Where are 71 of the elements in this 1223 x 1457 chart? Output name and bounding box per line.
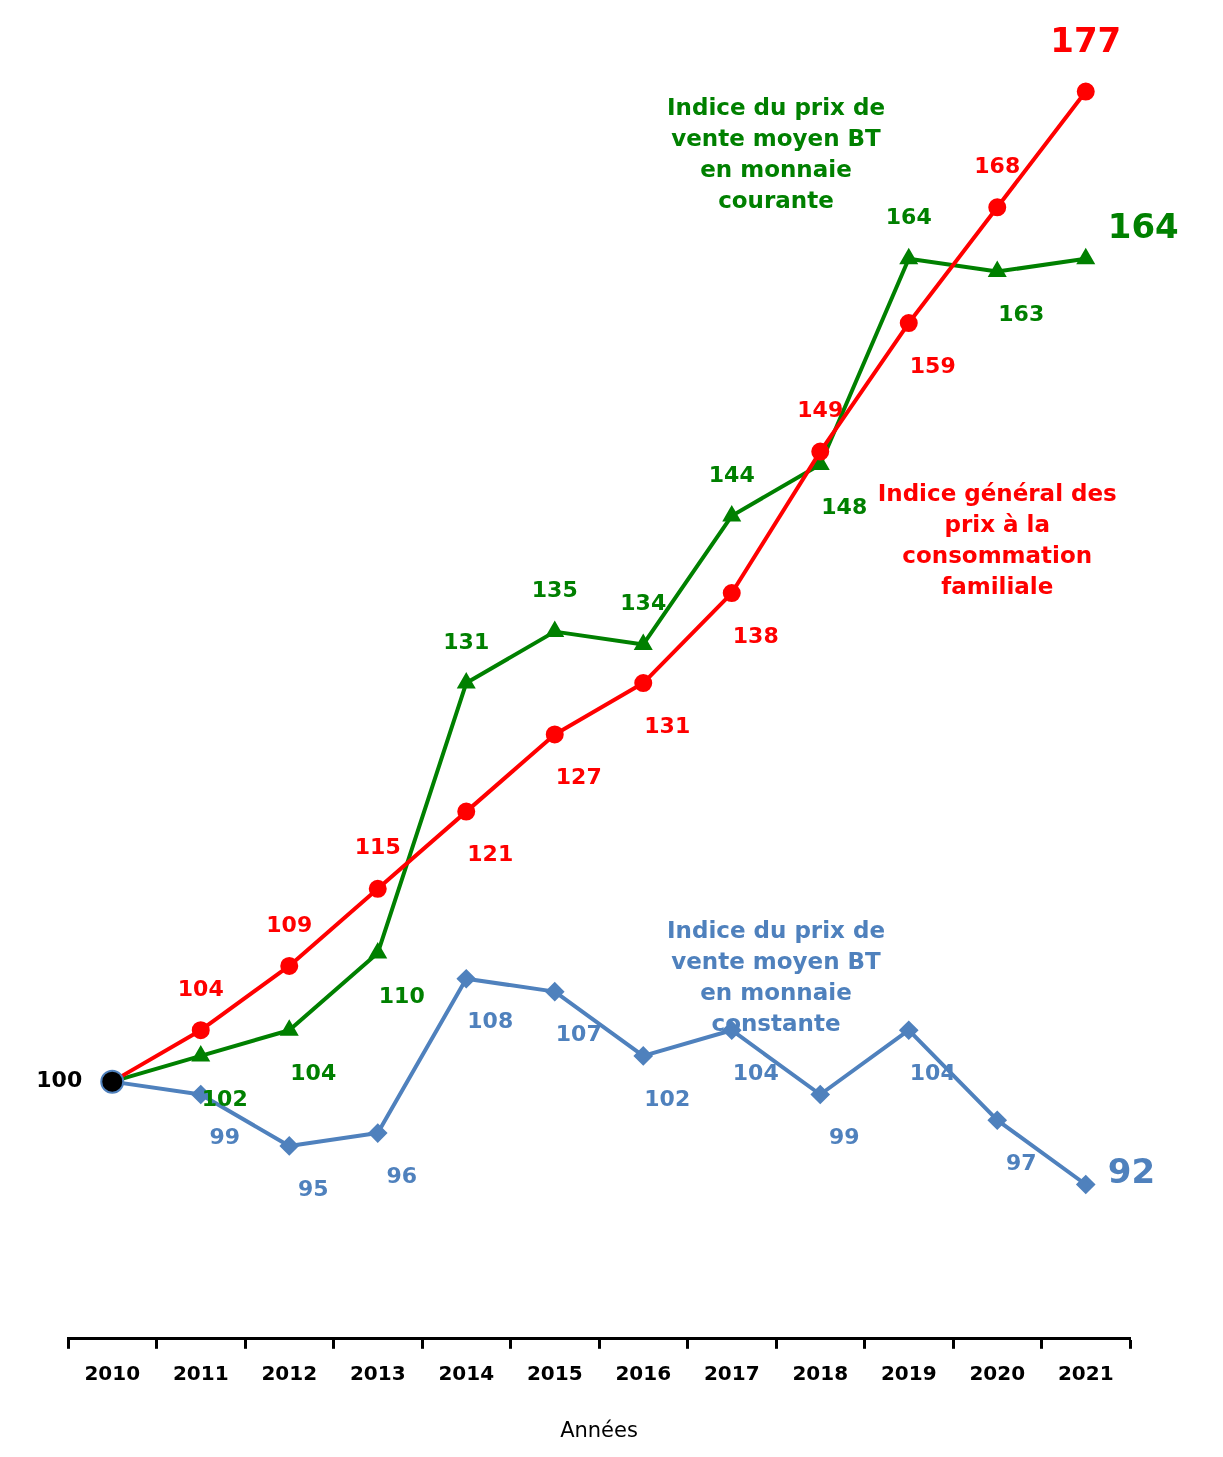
point [280,956,299,975]
point [191,1021,210,1040]
data-label: 99 [209,1124,241,1150]
data-label: 159 [909,352,956,378]
data-label: 135 [531,577,578,603]
x-tick-label: 2015 [526,1361,583,1385]
point [811,442,830,461]
point [723,506,740,522]
point [368,879,387,898]
point [458,674,475,689]
x-tick-label: 2012 [261,1361,318,1385]
x-tick-label: 2017 [703,1361,760,1385]
x-tick-label: 2011 [172,1361,229,1385]
point [545,982,564,1001]
data-label: 104 [177,975,224,1001]
data-label: 104 [290,1059,337,1085]
data-label: 107 [555,1021,602,1047]
data-label: 108 [467,1008,514,1034]
point [811,1085,830,1104]
point [546,620,565,638]
x-tick-label: 2020 [969,1361,1026,1385]
point [369,944,386,959]
data-label: 99 [828,1124,860,1150]
data-label: 138 [732,622,779,648]
x-tick-label: 2014 [438,1361,495,1385]
point [545,725,564,744]
point [1076,1175,1095,1194]
data-label: 92 [1107,1151,1156,1192]
point [281,1021,298,1036]
data-label: 115 [354,834,401,860]
point [368,1124,387,1143]
data-label: 110 [378,982,425,1008]
point [899,1021,918,1040]
x-tick-label: 2010 [84,1361,141,1385]
data-label: 95 [297,1175,329,1201]
x-tick-label: 2019 [880,1361,937,1385]
data-label: 96 [386,1162,418,1188]
x-tick-label: 2013 [349,1361,406,1385]
data-label: 149 [797,397,844,423]
data-label: 109 [266,911,313,937]
point [634,1046,653,1065]
point [635,635,652,650]
point [722,584,741,603]
point [634,674,653,693]
data-label: 131 [443,628,490,654]
data-label: 144 [708,461,755,487]
text: Indice général des prix à la consommation familiale [877,480,1117,600]
point [457,802,476,821]
data-label: 148 [821,494,868,520]
x-tick-label: 2021 [1057,1361,1114,1385]
data-label: 134 [620,590,667,616]
point [192,1046,209,1062]
data-label: 168 [974,153,1021,179]
data-label: 163 [998,301,1045,327]
x-tick-label: 2016 [615,1361,672,1385]
point [280,1136,299,1155]
data-label: 100 [36,1067,83,1093]
data-label: 102 [644,1085,691,1111]
point [988,1111,1007,1130]
data-label: 131 [644,712,691,738]
data-label: 177 [1050,20,1122,61]
point [457,969,476,988]
x-axis-title: Années [560,1417,638,1442]
data-label: 127 [555,764,602,790]
data-label: 164 [1107,205,1179,246]
data-label: 121 [467,841,514,867]
series-label: Indice du prix de vente moyen BT en monnaie courante [667,94,885,214]
data-label: 104 [732,1059,779,1085]
data-label: 97 [1005,1149,1037,1175]
x-tick-label: 2018 [792,1361,849,1385]
data-label: 164 [885,204,932,230]
